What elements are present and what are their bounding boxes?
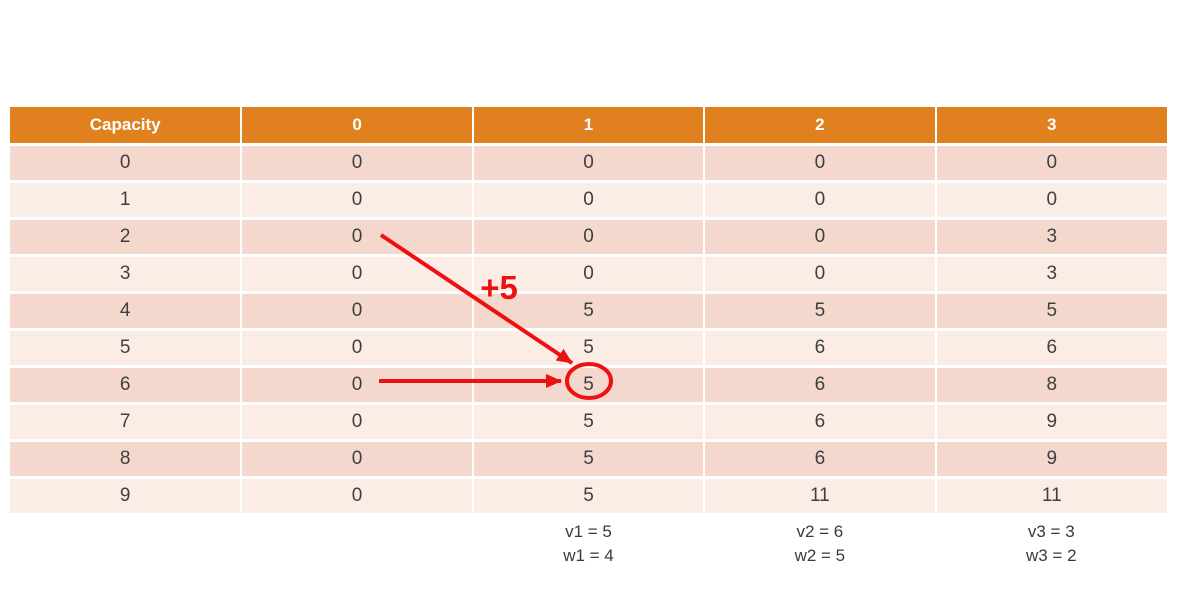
- table-row: 9 0 5 11 11: [10, 477, 1167, 516]
- capacity-cell: 2: [10, 218, 243, 257]
- value-cell: 0: [241, 292, 474, 331]
- item-1-weight: w1 = 4: [563, 546, 614, 565]
- value-cell: 0: [241, 144, 474, 183]
- header-item-0: 0: [241, 107, 474, 146]
- item-legend: v1 = 5 w1 = 4 v2 = 6 w2 = 5 v3 = 3 w3 = …: [10, 520, 1167, 568]
- value-cell: 0: [704, 218, 937, 257]
- header-row: Capacity 0 1 2 3: [10, 107, 1167, 146]
- value-cell: 6: [704, 366, 937, 405]
- capacity-cell: 3: [10, 255, 243, 294]
- table-row: 0 0 0 0 0: [10, 144, 1167, 183]
- value-cell: 0: [704, 255, 937, 294]
- table-row: 1 0 0 0 0: [10, 181, 1167, 220]
- value-cell-highlighted: 5: [472, 366, 706, 405]
- value-cell: 5: [472, 403, 706, 442]
- header-item-2: 2: [704, 107, 937, 146]
- value-cell: 6: [704, 329, 937, 368]
- knapsack-dp-table: Capacity 0 1 2 3 0 0 0 0 0 1 0 0 0 0: [10, 107, 1167, 516]
- value-cell: 9: [935, 440, 1167, 479]
- value-cell: 0: [472, 181, 706, 220]
- value-cell: 0: [472, 144, 706, 183]
- value-cell: 5: [472, 440, 706, 479]
- value-cell: 5: [472, 292, 706, 331]
- capacity-cell: 5: [10, 329, 243, 368]
- item-2-value: v2 = 6: [796, 522, 844, 541]
- capacity-cell: 8: [10, 440, 243, 479]
- capacity-cell: 6: [10, 366, 243, 405]
- value-cell: 0: [935, 144, 1167, 183]
- value-cell: 6: [935, 329, 1167, 368]
- value-cell: 0: [241, 255, 474, 294]
- value-cell: 0: [472, 255, 706, 294]
- value-cell: 5: [935, 292, 1167, 331]
- value-cell: 6: [704, 440, 937, 479]
- capacity-cell: 9: [10, 477, 243, 516]
- value-cell: 3: [935, 218, 1167, 257]
- item-3-info: v3 = 3 w3 = 2: [936, 520, 1167, 568]
- item-2-weight: w2 = 5: [794, 546, 846, 565]
- header-item-3: 3: [935, 107, 1167, 146]
- value-cell: 3: [935, 255, 1167, 294]
- value-cell: 0: [704, 144, 937, 183]
- table-row: 8 0 5 6 9: [10, 440, 1167, 479]
- value-cell: 0: [241, 366, 474, 405]
- table-row: 6 0 5 6 8: [10, 366, 1167, 405]
- item-3-weight: w3 = 2: [1025, 546, 1077, 565]
- header-capacity: Capacity: [10, 107, 243, 146]
- value-cell: 0: [241, 403, 474, 442]
- value-cell: 6: [704, 403, 937, 442]
- item-2-info: v2 = 6 w2 = 5: [704, 520, 935, 568]
- capacity-cell: 4: [10, 292, 243, 331]
- legend-spacer: [10, 520, 241, 568]
- capacity-cell: 7: [10, 403, 243, 442]
- value-cell: 0: [935, 181, 1167, 220]
- value-cell: 0: [241, 440, 474, 479]
- legend-spacer: [241, 520, 472, 568]
- value-cell: 5: [704, 292, 937, 331]
- value-cell: 0: [241, 218, 474, 257]
- table-row: 3 0 0 0 3: [10, 255, 1167, 294]
- table-row: 2 0 0 0 3: [10, 218, 1167, 257]
- capacity-cell: 1: [10, 181, 243, 220]
- table-row: 5 0 5 6 6: [10, 329, 1167, 368]
- table-row: 7 0 5 6 9: [10, 403, 1167, 442]
- value-cell: 0: [241, 477, 474, 516]
- capacity-cell: 0: [10, 144, 243, 183]
- header-item-1: 1: [472, 107, 706, 146]
- value-cell: 0: [241, 329, 474, 368]
- item-3-value: v3 = 3: [1027, 522, 1075, 541]
- value-cell: 11: [704, 477, 937, 516]
- item-1-value: v1 = 5: [565, 522, 612, 541]
- item-1-info: v1 = 5 w1 = 4: [473, 520, 704, 568]
- value-cell: 0: [472, 218, 706, 257]
- value-cell: 5: [472, 329, 706, 368]
- value-cell: 0: [704, 181, 937, 220]
- value-cell: 0: [241, 181, 474, 220]
- value-cell: 5: [472, 477, 706, 516]
- table-row: 4 0 5 5 5: [10, 292, 1167, 331]
- value-cell: 8: [935, 366, 1167, 405]
- value-cell: 11: [935, 477, 1167, 516]
- value-cell: 9: [935, 403, 1167, 442]
